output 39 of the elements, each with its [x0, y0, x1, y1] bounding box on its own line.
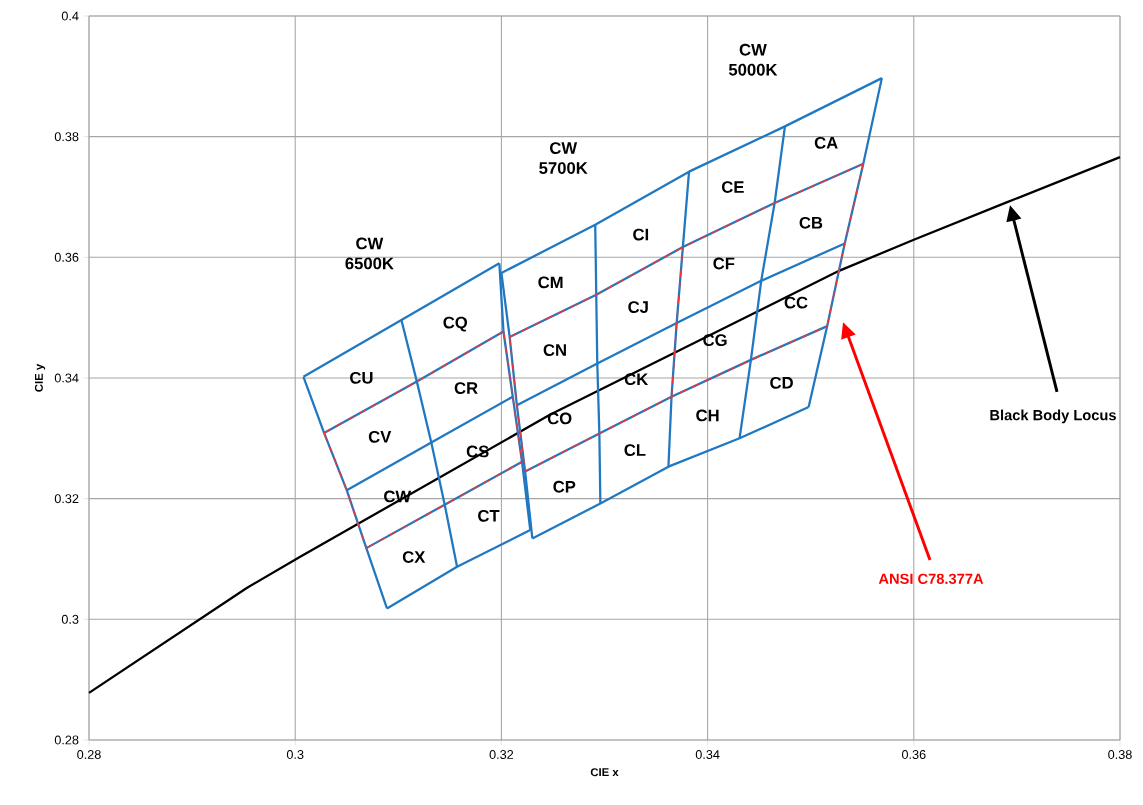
x-tick-label: 0.32: [489, 750, 514, 759]
y-tick-label: 0.38: [54, 132, 79, 142]
annotation: CH: [696, 409, 719, 422]
annotation: Black Body Locus: [990, 409, 1116, 424]
annotation: CB: [799, 216, 823, 229]
annotation: ANSI C78.377A: [878, 573, 984, 585]
x-tick-label: 0.3: [286, 750, 304, 759]
annotation: CU: [350, 371, 373, 384]
annotation: CI: [633, 228, 649, 241]
annotation: CE: [721, 181, 744, 193]
annotation: CT: [478, 509, 500, 522]
y-tick-label: 0.32: [54, 494, 79, 504]
y-tick-label: 0.4: [61, 11, 79, 21]
annotation: CF: [713, 257, 735, 270]
annotation: CW 5000K: [728, 43, 778, 76]
annotation: CP: [553, 480, 576, 493]
x-tick-label: 0.28: [77, 750, 101, 759]
x-tick-label: 0.36: [901, 750, 926, 759]
annotation: CJ: [628, 301, 648, 313]
y-axis-title: CIE y: [34, 363, 46, 392]
y-tick-label: 0.36: [54, 252, 79, 262]
x-axis-title: CIE x: [590, 768, 619, 777]
annotation: CL: [624, 444, 646, 456]
annotation: CQ: [443, 316, 468, 332]
annotation: CD: [770, 376, 793, 389]
x-tick-label: 0.38: [1108, 750, 1132, 759]
annotation: CX: [402, 551, 426, 563]
y-tick-label: 0.34: [54, 373, 79, 383]
annotation: CC: [784, 296, 808, 309]
annotation: CW 5700K: [539, 142, 588, 174]
y-tick-label: 0.3: [61, 614, 79, 624]
annotation: CA: [814, 136, 838, 149]
annotation: CV: [368, 430, 392, 443]
annotation: CR: [454, 382, 478, 394]
annotation: CM: [538, 276, 563, 289]
y-tick-label: 0.28: [54, 735, 79, 745]
annotation: CW 6500K: [345, 237, 394, 270]
annotation: CN: [543, 344, 566, 356]
x-tick-label: 0.34: [695, 750, 720, 759]
